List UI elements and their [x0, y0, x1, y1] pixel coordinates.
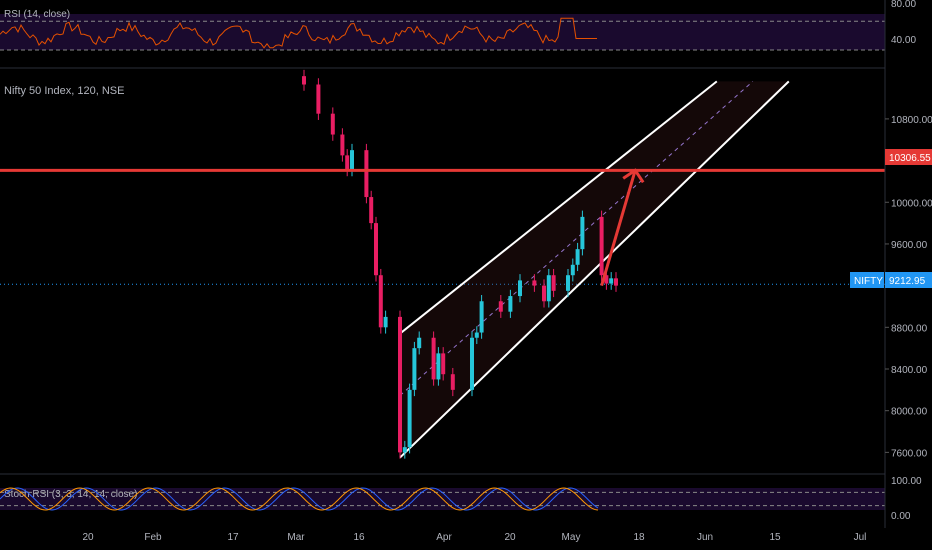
candle [364, 143, 369, 204]
channel-median-line [399, 81, 754, 396]
time-tick-label: May [562, 532, 581, 543]
symbol-badge-label: NIFTY [854, 276, 883, 287]
level-badge-value: 10306.55 [889, 153, 931, 164]
price-tick-label: 9600.00 [891, 240, 928, 251]
channel-lower-line[interactable] [399, 80, 790, 459]
price-tick: 8800.00 [885, 323, 928, 334]
candle [474, 326, 479, 344]
price-tick: 7600.00 [885, 448, 928, 459]
channel-upper-line[interactable] [399, 80, 718, 335]
time-tick-label: 20 [504, 532, 516, 543]
time-tick-label: 16 [353, 532, 365, 543]
candle [330, 107, 335, 141]
projection-arrow[interactable] [600, 169, 637, 287]
candle [412, 341, 417, 397]
price-tick-label: 10000.00 [891, 198, 932, 209]
rsi-tick-label: 40.00 [891, 35, 916, 46]
time-tick-label: Feb [144, 532, 162, 543]
candle [374, 216, 378, 282]
candle [599, 210, 604, 282]
candle [518, 274, 522, 303]
time-tick-label: 18 [633, 532, 645, 543]
candle [345, 149, 350, 177]
candle [532, 274, 537, 292]
projection-arrowhead [622, 168, 645, 184]
level-badge[interactable]: 10306.55 [885, 149, 932, 165]
candle [441, 347, 446, 381]
time-axis[interactable]: 20 Feb 17 Mar 16 Apr 20 May 18 Jun 15 Jul [82, 532, 866, 543]
candle [369, 190, 374, 230]
time-tick-label: 15 [769, 532, 781, 543]
time-tick-label: Jul [854, 532, 867, 543]
candle [570, 258, 575, 282]
candle [508, 289, 513, 318]
price-axis[interactable]: 10800.0010400.0010000.009600.008800.0084… [885, 0, 932, 522]
candle [436, 347, 441, 386]
time-tick-label: Jun [697, 532, 713, 543]
candle [316, 78, 321, 120]
last-price-value: 9212.95 [889, 276, 926, 287]
candle [302, 69, 306, 91]
rsi-line [0, 17, 597, 49]
level-badge-bg [885, 149, 932, 165]
candle [580, 210, 585, 256]
rsi-panel: RSI (14, close) [0, 9, 885, 51]
price-tick: 8000.00 [885, 407, 928, 418]
candle [498, 295, 503, 318]
rsi-tick-label: 80.00 [891, 0, 916, 10]
candle [546, 268, 551, 308]
candle [340, 128, 345, 162]
price-tick: 8400.00 [885, 365, 928, 376]
stoch-line-1 [0, 487, 599, 511]
stoch-title: Stoch RSI (3, 3, 14, 14, close) [4, 489, 137, 500]
time-tick-label: 20 [82, 532, 94, 543]
main-title: Nifty 50 Index, 120, NSE [4, 85, 124, 97]
stoch-panel: Stoch RSI (3, 3, 14, 14, close) [0, 487, 885, 511]
candle [383, 310, 388, 334]
candle [566, 268, 570, 298]
price-tick-label: 10800.00 [891, 115, 932, 126]
main-panel: Nifty 50 Index, 120, NSE [0, 69, 885, 459]
rsi-band [0, 14, 885, 50]
price-tick-label: 8000.00 [891, 407, 928, 418]
price-tick-label: 7600.00 [891, 448, 928, 459]
time-tick-label: 17 [227, 532, 239, 543]
candle [402, 440, 407, 459]
price-tick: 10000.00 [885, 198, 932, 209]
symbol-badge-bg [850, 272, 884, 288]
last-price-badge-bg [885, 272, 932, 288]
candle [470, 331, 474, 397]
candle [407, 383, 412, 454]
candle [450, 367, 455, 397]
price-tick-label: 8400.00 [891, 365, 928, 376]
price-tick-label: 8800.00 [891, 323, 928, 334]
price-tick: 10800.00 [885, 115, 932, 126]
candle [398, 310, 402, 459]
rsi-title: RSI (14, close) [4, 9, 70, 20]
stoch-tick-label: 0.00 [891, 511, 911, 522]
candle [378, 268, 383, 334]
price-tick: 9600.00 [885, 240, 928, 251]
candle [431, 331, 436, 386]
time-tick-label: Apr [436, 532, 452, 543]
time-tick-label: Mar [287, 532, 305, 543]
candle [575, 242, 580, 272]
candle [614, 272, 618, 292]
candle [542, 279, 546, 308]
candle [417, 331, 422, 355]
candle [609, 272, 614, 290]
stoch-tick-label: 100.00 [891, 476, 922, 487]
candle [551, 268, 556, 298]
symbol-badge[interactable]: NIFTY 9212.95 [850, 272, 932, 288]
candle [479, 295, 484, 339]
